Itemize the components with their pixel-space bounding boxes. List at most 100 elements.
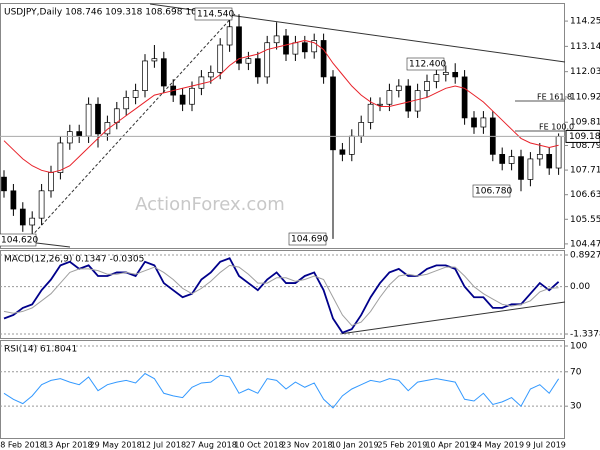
candle-body (292, 42, 299, 55)
x-tick-label: 10 Apr 2019 (425, 441, 474, 450)
last-price-box (565, 129, 600, 143)
candle-body (377, 103, 383, 106)
candle-body (414, 90, 421, 112)
candle-body (433, 74, 440, 82)
annotation: FE 100.0 (539, 123, 574, 132)
y-tick-label: 112.030 (570, 67, 600, 77)
x-tick-label: 10 Oct 2018 (234, 441, 283, 450)
annotation-box (0, 233, 37, 247)
candle-body (1, 176, 7, 192)
candle-body (555, 136, 562, 169)
annotation-box (406, 57, 445, 71)
candle-body (405, 85, 412, 112)
candle-body (518, 156, 524, 180)
candle-body (179, 94, 186, 105)
x-tick-label: 10 Jan 2019 (331, 441, 379, 450)
candle-body (546, 154, 553, 169)
candle-body (57, 142, 64, 173)
x-tick-label: 12 Jul 2018 (141, 441, 186, 450)
candle-body (301, 42, 308, 53)
rsi-panel (0, 340, 565, 439)
candle-body (499, 154, 506, 164)
panel-title: USDJPY,Daily 108.746 109.318 108.698 109… (4, 8, 223, 18)
macd-panel (0, 250, 565, 339)
y-tick-label: 113.140 (570, 42, 600, 52)
y-tick-label: 105.550 (570, 215, 600, 225)
trend-line (27, 13, 236, 241)
candle-body (480, 117, 487, 128)
y-tick-label: 100 (570, 341, 587, 351)
candle-body (95, 103, 101, 135)
x-tick-label: 29 May 2018 (90, 441, 142, 450)
candle-body (471, 117, 477, 128)
candle-body (207, 71, 214, 78)
moving-average (3, 39, 559, 174)
indicator-line (3, 372, 560, 409)
x-tick-label: 13 Apr 2018 (43, 441, 92, 450)
y-tick-label: -1.3378 (570, 330, 600, 340)
price-panel (0, 3, 565, 249)
x-tick-label: 25 Feb 2019 (378, 441, 428, 450)
y-tick-label: 107.710 (570, 166, 600, 176)
annotation: 104.620 (1, 236, 38, 246)
candle-body (424, 81, 430, 91)
annotation-box (194, 7, 233, 21)
candle-body (236, 26, 242, 64)
annotation-box (472, 184, 511, 198)
candle-body (461, 76, 468, 119)
candle-body (311, 40, 318, 53)
annotation: 112.400 (409, 60, 446, 70)
candle-body (104, 122, 111, 135)
y-tick-label: 30 (570, 402, 582, 412)
macd-trend-line (339, 301, 566, 335)
candle-body (339, 149, 346, 155)
candle-body (132, 90, 139, 98)
x-tick-label: 24 May 2019 (472, 441, 524, 450)
candle-body (358, 122, 365, 137)
candle-body (113, 108, 120, 123)
candle-body (10, 190, 17, 210)
candle-body (254, 58, 261, 78)
candle-body (330, 76, 336, 151)
annotation-box (288, 232, 327, 246)
candle-body (29, 217, 36, 226)
candle-body (160, 58, 167, 87)
candle-body (217, 44, 224, 73)
y-tick-label: 70 (570, 367, 582, 377)
indicator-line (3, 257, 560, 334)
candle-body (76, 131, 83, 137)
y-tick-label: 114.250 (570, 17, 600, 27)
candle-body (536, 154, 543, 160)
candle-body (48, 172, 54, 192)
candle-body (452, 71, 459, 78)
x-tick-label: 9 Jul 2019 (526, 441, 566, 450)
candle-body (85, 103, 92, 137)
candle-body (38, 190, 45, 219)
x-tick-label: 28 Feb 2018 (0, 441, 45, 450)
candle-body (189, 87, 195, 105)
candle-body (142, 60, 148, 91)
panel-title: MACD(12,26,9) 0.1347 -0.0305 (4, 255, 144, 265)
y-tick-label: 109.810 (570, 118, 600, 128)
y-tick-label: 106.630 (570, 190, 600, 200)
candle-body (226, 26, 233, 46)
candle-body (508, 156, 515, 164)
candle-body (320, 40, 327, 78)
y-tick-label: 108.790 (570, 141, 600, 151)
y-tick-label: 104.470 (570, 239, 600, 249)
last-price-label: 109.187 (569, 132, 600, 142)
candle-body (198, 76, 205, 89)
candle-body (264, 42, 271, 78)
y-tick-label: 0.8927 (570, 250, 600, 260)
candle-body (367, 103, 374, 123)
annotation: 114.540 (197, 10, 234, 20)
watermark: ActionForex.com (135, 194, 285, 215)
candle-body (273, 35, 280, 44)
x-tick-label: 23 Nov 2018 (281, 441, 332, 450)
annotation: FE 161.8 (537, 93, 572, 102)
candle-body (151, 58, 158, 62)
candle-body (442, 71, 449, 75)
candle-body (386, 90, 393, 105)
annotation: 104.690 (291, 235, 328, 245)
candle-body (348, 135, 355, 155)
